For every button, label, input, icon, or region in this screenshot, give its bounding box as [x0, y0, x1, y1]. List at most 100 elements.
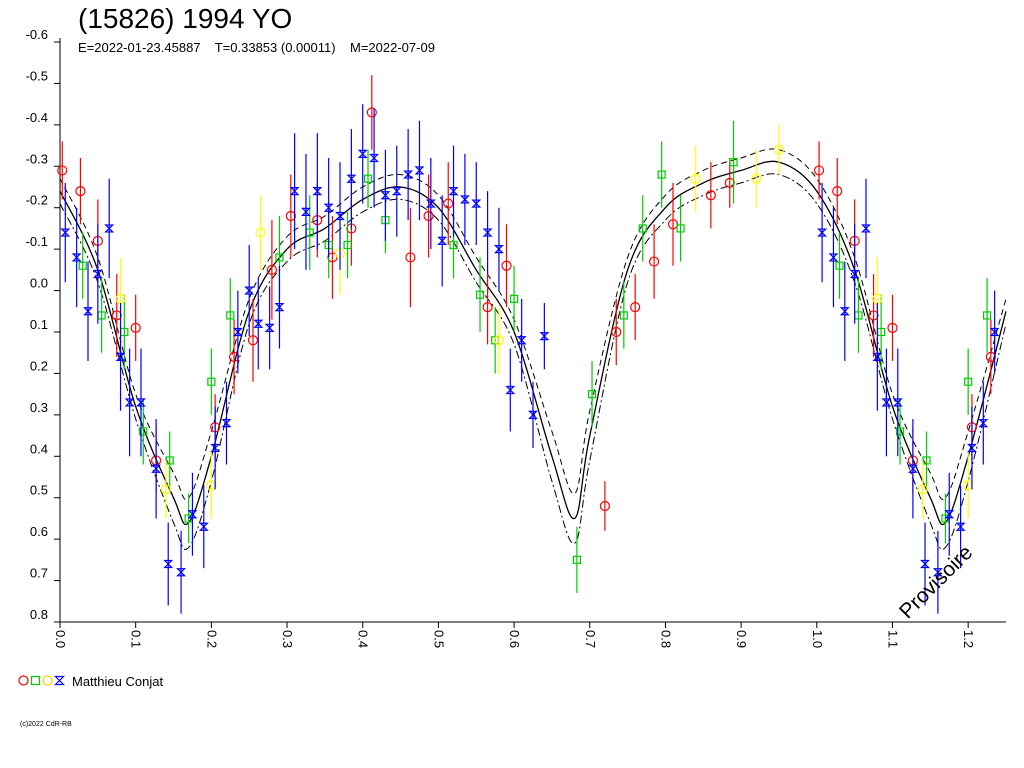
green-square-point [226, 278, 235, 353]
green-square-point [676, 195, 685, 262]
green-square-point [587, 361, 597, 428]
green-square-point [475, 257, 485, 332]
green-square-point [207, 348, 216, 415]
blue-hourglass-point [346, 129, 357, 229]
blue-hourglass-point [151, 419, 162, 519]
y-tick-label: -0.3 [26, 151, 48, 166]
blue-hourglass-point [539, 303, 550, 370]
red-circle-point [266, 220, 278, 320]
legend: Matthieu Conjat [18, 674, 163, 690]
blue-hourglass-point [312, 133, 323, 250]
x-tick-label: 0.6 [507, 630, 522, 648]
blue-hourglass-point [482, 191, 493, 274]
green-square-point [572, 526, 581, 593]
y-tick-label: 0.2 [30, 358, 48, 373]
green-square-point [491, 307, 500, 374]
x-tick-label: 0.2 [204, 630, 219, 648]
blue-hourglass-point [136, 348, 146, 457]
blue-hourglass-point [301, 153, 311, 270]
y-tick-label: -0.1 [26, 234, 48, 249]
red-circle-point [648, 224, 660, 299]
yellow-circle-point [963, 452, 974, 519]
x-tick-label: 0.7 [583, 630, 598, 648]
red-circle-point [630, 274, 641, 341]
blue-hourglass-point [448, 145, 459, 237]
red-circle-point [832, 158, 843, 225]
red-circle-point [228, 319, 240, 395]
blue-hourglass-point [978, 381, 989, 465]
blue-hourglass-point [83, 261, 93, 361]
red-circle-point [482, 269, 493, 345]
blue-hourglass-point [289, 133, 300, 250]
x-tick-label: 0.3 [280, 630, 295, 648]
green-square-point [895, 398, 905, 465]
y-tick-label: 0.4 [30, 441, 48, 456]
blue-hourglass-point [817, 182, 828, 283]
data-points [57, 75, 1000, 614]
x-tick-label: 1.1 [885, 630, 900, 648]
y-tick-label: 0.0 [30, 276, 48, 291]
blue-hourglass-point [505, 348, 516, 432]
y-tick-label: 0.3 [30, 400, 48, 415]
fit-curve [59, 160, 1007, 525]
legend-observer-label: Matthieu Conjat [72, 674, 164, 689]
y-tick-label: 0.8 [30, 607, 48, 622]
green-square-point [657, 141, 666, 208]
green-square-point [964, 348, 973, 415]
blue-hourglass-point [907, 419, 918, 519]
green-square-point [343, 211, 352, 279]
red-circle-point [111, 274, 122, 357]
legend-green-square-icon [30, 674, 41, 690]
blue-hourglass-point [163, 522, 174, 606]
blue-hourglass-point [264, 286, 275, 370]
blue-hourglass-point [932, 530, 943, 614]
green-square-point [619, 282, 628, 349]
red-circle-point [443, 162, 454, 245]
blue-hourglass-point [839, 261, 850, 361]
blue-hourglass-point [425, 158, 436, 250]
blue-hourglass-point [881, 348, 892, 457]
red-circle-point [247, 298, 259, 382]
blue-hourglass-point [516, 298, 527, 382]
red-circle-point [405, 207, 416, 308]
blue-hourglass-point [198, 485, 209, 569]
blue-hourglass-point [104, 178, 115, 279]
blue-hourglass-point [369, 108, 380, 208]
y-tick-label: -0.4 [26, 110, 48, 125]
green-square-point [835, 232, 844, 299]
blue-hourglass-point [966, 406, 977, 490]
blue-hourglass-point [493, 207, 504, 291]
red-circle-point [611, 298, 622, 366]
blue-hourglass-point [828, 207, 839, 308]
blue-hourglass-point [471, 162, 482, 245]
chart-title: (15826) 1994 YO [78, 3, 293, 34]
blue-hourglass-point [892, 348, 903, 457]
fit-upper-bound [59, 173, 1007, 550]
axes: -0.6 -0.5 -0.4 -0.3 -0.2 -0.1 0.0 0.1 0.2 0.3 0.4 0… [26, 27, 1006, 648]
blue-hourglass-point [176, 530, 187, 614]
y-tick-label: -0.2 [26, 193, 48, 208]
green-square-point [638, 195, 647, 262]
fit-lower-bound [59, 148, 1007, 500]
red-circle-point [705, 162, 716, 229]
blue-hourglass-point [253, 278, 264, 370]
red-circle-point [724, 158, 735, 208]
yellow-circle-point [255, 195, 266, 270]
yellow-circle-point [773, 124, 785, 175]
legend-yellow-circle-icon [42, 674, 53, 690]
blue-hourglass-point [232, 290, 243, 374]
blue-hourglass-point [380, 149, 391, 241]
x-tick-label: 0.4 [356, 630, 371, 648]
blue-hourglass-point [528, 381, 538, 448]
y-tick-label: 0.6 [30, 524, 48, 539]
chart-subtitle: E=2022-01-23.45887 T=0.33853 (0.00011) M… [78, 40, 435, 55]
lightcurve-plot: -0.6 -0.5 -0.4 -0.3 -0.2 -0.1 0.0 0.1 0.2 0.3 0.4 0… [26, 27, 1007, 648]
red-circle-point [667, 182, 679, 266]
x-tick-label: 0.5 [431, 630, 446, 648]
blue-hourglass-point [357, 104, 368, 204]
y-tick-label: 0.7 [30, 566, 48, 581]
blue-hourglass-point [944, 472, 955, 556]
blue-hourglass-point [459, 153, 470, 245]
blue-hourglass-point [391, 145, 402, 237]
red-circle-point [599, 481, 610, 531]
